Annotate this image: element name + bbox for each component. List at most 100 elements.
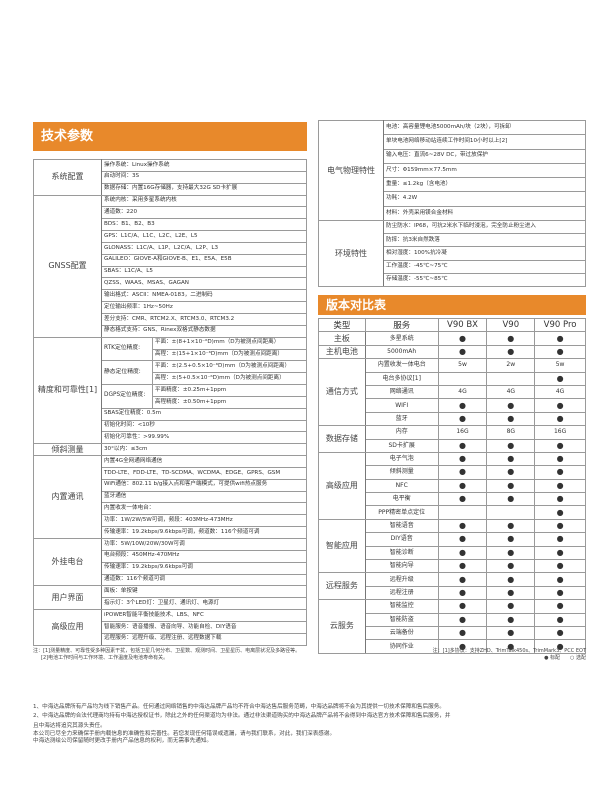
- service-label: DIY语音: [364, 532, 439, 547]
- version-value: 5w: [437, 358, 488, 373]
- standard-dot: ●: [486, 331, 536, 346]
- standard-dot: ●: [486, 478, 536, 494]
- spec-row: 定位输出频率：1Hz~50Hz: [34, 301, 307, 314]
- standard-dot: ●: [534, 478, 586, 494]
- standard-dot: ●: [534, 505, 586, 520]
- footnote-1: 注：[1]测量精度、可靠性受多种因素干扰，包括卫星几何分布、卫星数、观测时间、卫…: [33, 648, 301, 654]
- spec-value: 蓝牙通信: [101, 490, 307, 504]
- standard-dot: ●: [534, 585, 586, 601]
- tech-params-table: 系统配置 操作系统：Linux操作系统 启动时间：3S 数据存储：内置16G存储器，支…: [33, 159, 308, 646]
- version-row: 倾斜测量 ● ● ●: [319, 465, 586, 480]
- service-label: 网络通讯: [364, 384, 439, 400]
- standard-dot: ●: [534, 411, 586, 427]
- version-value: 5w: [534, 358, 586, 373]
- service-label: NFC: [364, 478, 439, 494]
- standard-dot: ●: [534, 612, 586, 627]
- spec-value: SBAS：L1C/A、L5: [101, 265, 307, 279]
- standard-dot: ●: [486, 398, 536, 413]
- service-label: 云端备份: [364, 625, 439, 641]
- spec-value: 电池：高容量锂电池5000mAh/块（2块），可拆卸: [383, 119, 586, 136]
- spec-value: GPS：L1C/A、L1C、L2C、L2E、L5: [101, 230, 307, 243]
- service-label: 协同作业: [364, 639, 439, 654]
- version-row: 远程服务 远程升级 ● ● ●: [318, 572, 586, 601]
- service-label: 远程升级: [364, 572, 439, 587]
- spec-value: 面板：单按键: [101, 585, 307, 599]
- spec-value: TDD-LTE、FDD-LTE、TD-SCDMA、WCDMA、EDGE、GPRS…: [101, 466, 307, 480]
- spec-row: 高程精度：±0.50m+1ppm: [34, 395, 308, 409]
- standard-dot: ●: [486, 612, 536, 627]
- standard-dot: ●: [437, 639, 488, 654]
- service-label: WIFI: [364, 398, 439, 413]
- spec-row: SBAS定位精度：0.5m: [34, 407, 307, 421]
- version-value: 4G: [534, 384, 586, 400]
- sub-label: RTK定位精度:: [101, 336, 153, 362]
- standard-dot: ●: [437, 532, 488, 547]
- version-value: 4G: [437, 384, 488, 400]
- version-row: 通信方式 内置收发一体电台 5w 2w 5w: [318, 358, 586, 427]
- version-value: 16G: [437, 425, 488, 440]
- standard-dot: ●: [486, 411, 536, 427]
- type-label: 远程服务: [318, 572, 366, 601]
- disclaimer-line: 本公司已尽全力来确保手册内载信息的准确性和完善性。若您发现任何错误或遗漏，请与我…: [33, 731, 336, 738]
- standard-dot: ●: [486, 545, 536, 561]
- service-label: PPP精密单点定位: [364, 505, 439, 520]
- spec-value: 30°以内：≤3cm: [101, 443, 307, 457]
- standard-dot: ●: [486, 625, 536, 641]
- spec-row: DGPS定位精度: 平面精度：±0.25m+1ppm: [34, 384, 308, 409]
- spec-value: 传输速率：19.2kbps/9.6kbps可调，频道数：116个频道可调: [101, 526, 307, 539]
- spec-row: 静态定位精度: 平面：±(2.5+0.5×10⁻⁶D)mm（D为被测点间距离）: [34, 360, 308, 386]
- service-label: 电台多协议[1]: [364, 371, 439, 386]
- spec-value: 高程：±(15+1×10⁻⁶D)mm（D为被测点间距离）: [151, 348, 308, 362]
- type-label: 智能应用: [318, 518, 366, 574]
- type-label: 主板: [318, 331, 366, 346]
- spec-value: 单块电池网络移动站连续工作时间10小时以上[2]: [383, 134, 586, 150]
- group-label: GNSS配置: [33, 194, 102, 338]
- standard-dot: ●: [437, 411, 488, 427]
- version-row: 协同作业 ● ● ●: [319, 639, 586, 654]
- standard-dot: ●: [486, 451, 536, 467]
- version-value: [486, 505, 536, 520]
- standard-dot: ●: [437, 331, 488, 346]
- group-label: 环境特性: [318, 220, 384, 288]
- spec-value: WiFi通信：802.11 b/g接入点和客户端模式，可提供wifi热点服务: [101, 478, 307, 492]
- version-compare-header: 版本对比表: [318, 295, 586, 315]
- version-row: 数据存储 内存 16G 8G 16G: [318, 425, 586, 453]
- spec-row: GALILEO：GIOVE-A和GIOVE-B、E1、E5A、E5B: [34, 253, 307, 267]
- standard-dot: ●: [437, 465, 488, 480]
- spec-row: 用户界面 面板：单按键: [33, 585, 307, 611]
- spec-value: iPOWER智能平衡技能技术、LBS、NFC: [101, 609, 307, 622]
- standard-dot: ●: [437, 398, 488, 413]
- standard-dot: ●: [534, 438, 586, 453]
- group-label: 外挂电台: [33, 537, 102, 587]
- spec-value: 初始化可靠性：>99.99%: [101, 431, 307, 445]
- standard-dot: ●: [486, 585, 536, 601]
- spec-value: 尺寸：Φ159mm×77.5mm: [383, 162, 586, 179]
- service-label: 智能监控: [364, 599, 439, 614]
- spec-value: 高程：±(5+0.5×10⁻⁶D)mm（D为被测点间距离）: [151, 372, 308, 386]
- spec-value: 重量：≤1.2kg（含电池）: [383, 177, 586, 193]
- spec-value: 高程精度：±0.50m+1ppm: [151, 395, 308, 409]
- standard-dot: ●: [534, 639, 586, 654]
- spec-row: 初始化时间：<10秒: [34, 419, 307, 433]
- standard-dot: ●: [534, 492, 586, 507]
- service-label: 智能防盗: [364, 612, 439, 627]
- spec-value: SBAS定位精度：0.5m: [101, 407, 307, 421]
- spec-value: 内置收发一体电台：: [101, 502, 307, 516]
- spec-row: SBAS：L1C/A、L5: [34, 265, 307, 279]
- disclaimer-line: 中海达测绘公司保留随时更改手册内产品信息的权利，而无需事先通知。: [33, 738, 213, 745]
- spec-value: 存储温度：-55℃~85℃: [383, 272, 586, 288]
- spec-value: 系统内核：采用多星系统内核: [101, 194, 307, 208]
- version-row: SD卡扩展 ● ● ●: [319, 438, 586, 453]
- spec-value: 平面：±(8+1×10⁻⁶D)mm（D为被测点间距离）: [151, 336, 308, 350]
- standard-dot: ●: [437, 492, 488, 507]
- standard-dot: ●: [534, 465, 586, 480]
- column-header: V90 Pro: [534, 317, 586, 333]
- spec-value: BDS：B1、B2、B3: [101, 218, 307, 232]
- spec-value: 内置4G全网通网络通信: [101, 455, 307, 468]
- group-label: 电气物理特性: [318, 119, 384, 222]
- standard-dot: ●: [486, 532, 536, 547]
- service-label: 内置收发一体电台: [364, 358, 439, 373]
- disclaimer-line: 2、中海达品牌的合法代理商均持有中海达授权证书，除此之外的任何渠道均为非法。通过…: [33, 713, 451, 720]
- standard-dot: ●: [437, 545, 488, 561]
- spec-value: 通道数：220: [101, 206, 307, 220]
